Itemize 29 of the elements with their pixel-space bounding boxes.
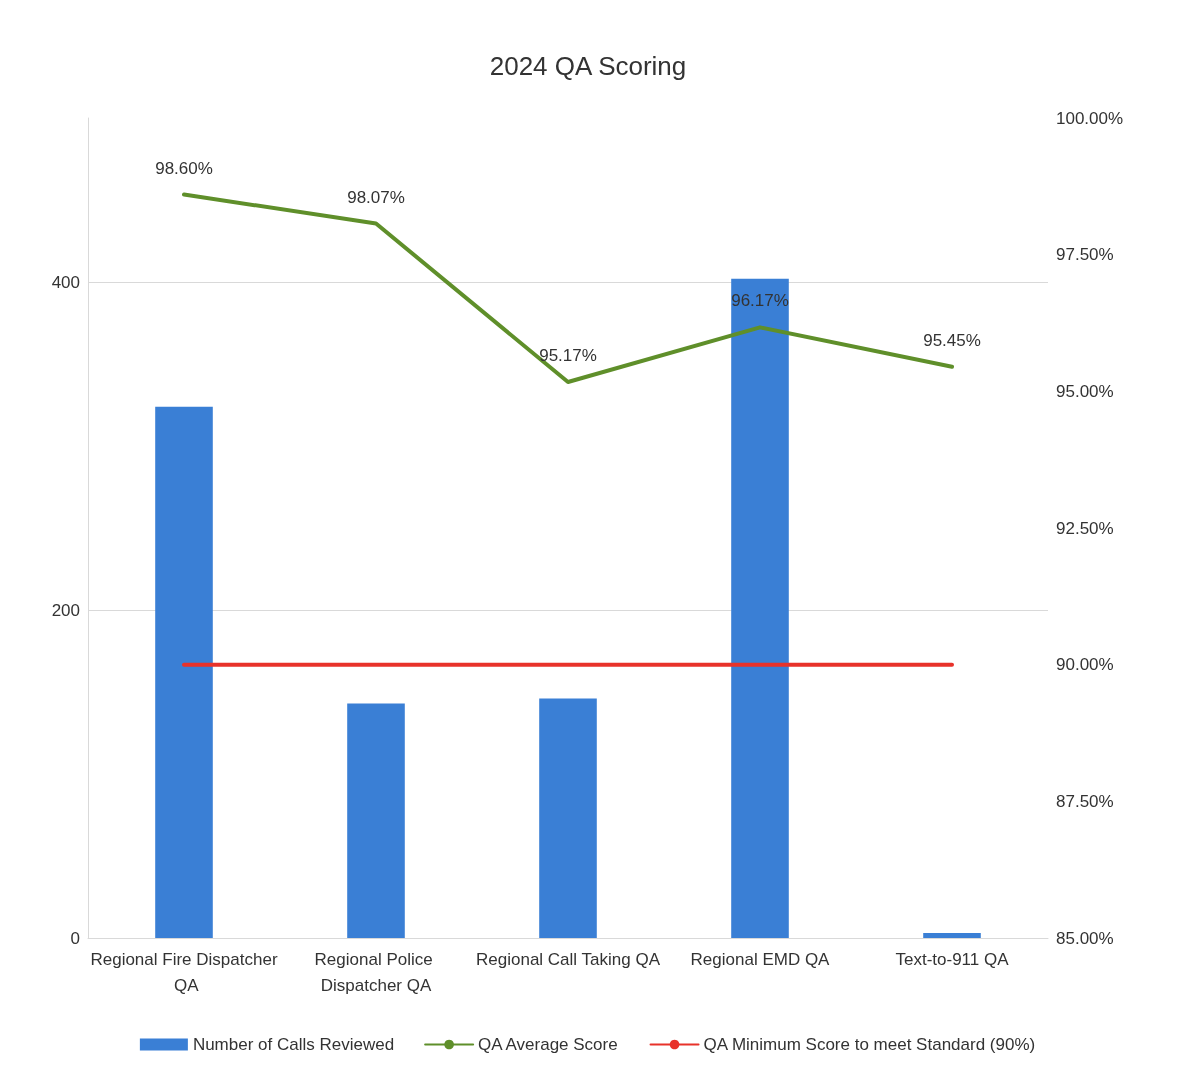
x-tick-label: Regional Call Taking QA	[476, 949, 661, 969]
y2-tick-label: 97.50%	[1056, 245, 1114, 265]
data-label: 95.17%	[539, 346, 597, 366]
x-tick-label: Text-to-911 QA	[895, 949, 1010, 969]
y2-tick-label: 87.50%	[1056, 791, 1114, 811]
x-tick-label: Regional Fire Dispatcher QA	[90, 949, 278, 995]
bar	[347, 703, 405, 938]
legend-label: Number of Calls Reviewed	[192, 1035, 395, 1054]
chart-title: 2024 QA Scoring	[489, 51, 687, 81]
y-tick-label: 0	[70, 928, 80, 948]
data-label: 96.17%	[731, 291, 789, 311]
bar	[539, 698, 597, 938]
data-label: 98.60%	[155, 158, 213, 178]
y2-tick-label: 95.00%	[1056, 381, 1114, 401]
x-tick-label: Regional Police Dispatcher QA	[314, 949, 438, 995]
bar	[923, 933, 981, 938]
bar	[731, 278, 789, 938]
y2-tick-label: 100.00%	[1056, 108, 1124, 128]
bar	[155, 406, 213, 938]
legend-label: QA Average Score	[478, 1035, 618, 1054]
x-tick-label: Regional EMD QA	[690, 949, 831, 969]
y2-tick-label: 85.00%	[1056, 928, 1114, 948]
data-label: 98.07%	[347, 187, 405, 207]
y2-tick-label: 92.50%	[1056, 518, 1114, 538]
y-tick-label: 400	[51, 272, 80, 292]
y2-tick-label: 90.00%	[1056, 655, 1114, 675]
y-tick-label: 200	[51, 600, 80, 620]
data-label: 95.45%	[923, 330, 981, 350]
legend-label: QA Minimum Score to meet Standard (90%)	[703, 1035, 1036, 1054]
